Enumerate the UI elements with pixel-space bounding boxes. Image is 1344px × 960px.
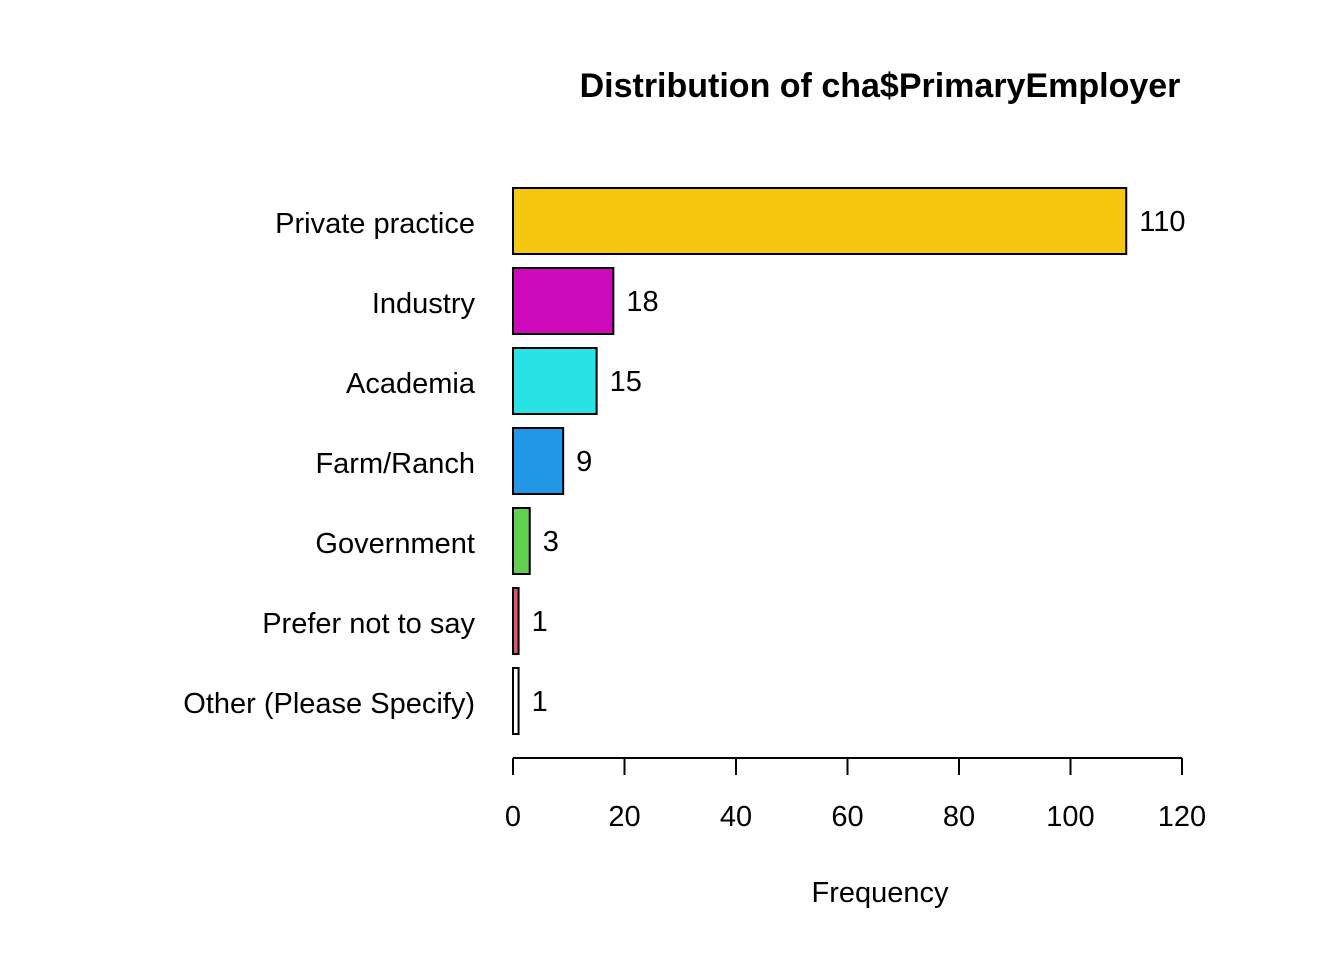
bar-0 (512, 187, 1128, 255)
value-label: 1 (532, 606, 548, 638)
x-tick-label: 20 (608, 801, 640, 833)
x-tick-label: 0 (505, 801, 521, 833)
value-label: 110 (1139, 206, 1185, 238)
x-tick-label: 120 (1158, 801, 1206, 833)
x-tick-label: 100 (1046, 801, 1094, 833)
value-label: 9 (576, 446, 592, 478)
value-label: 15 (610, 366, 642, 398)
category-label: Industry (372, 288, 476, 320)
category-label: Private practice (275, 208, 475, 240)
category-label: Academia (346, 368, 476, 400)
x-tick-label: 80 (943, 801, 975, 833)
bar-4 (512, 507, 531, 575)
bar-1 (512, 267, 615, 335)
category-label: Farm/Ranch (315, 448, 475, 480)
bars-layer: Private practice 110 Industry 18 Academia 15 F… (183, 187, 1185, 735)
bar-6 (512, 667, 520, 735)
x-tick-label: 60 (831, 801, 863, 833)
category-label: Government (315, 528, 475, 560)
chart-title: Distribution of cha$PrimaryEmployer (580, 67, 1181, 105)
category-label: Other (Please Specify) (183, 688, 475, 720)
x-tick-label: 40 (720, 801, 752, 833)
category-label: Prefer not to say (262, 608, 475, 640)
value-label: 3 (543, 526, 559, 558)
bar-5 (512, 587, 520, 655)
bar-3 (512, 427, 565, 495)
value-label: 1 (532, 686, 548, 718)
bar-2 (512, 347, 598, 415)
x-axis-title: Frequency (811, 877, 949, 909)
value-label: 18 (626, 286, 658, 318)
x-axis: 0 20 40 60 80 100 120 (505, 757, 1206, 833)
